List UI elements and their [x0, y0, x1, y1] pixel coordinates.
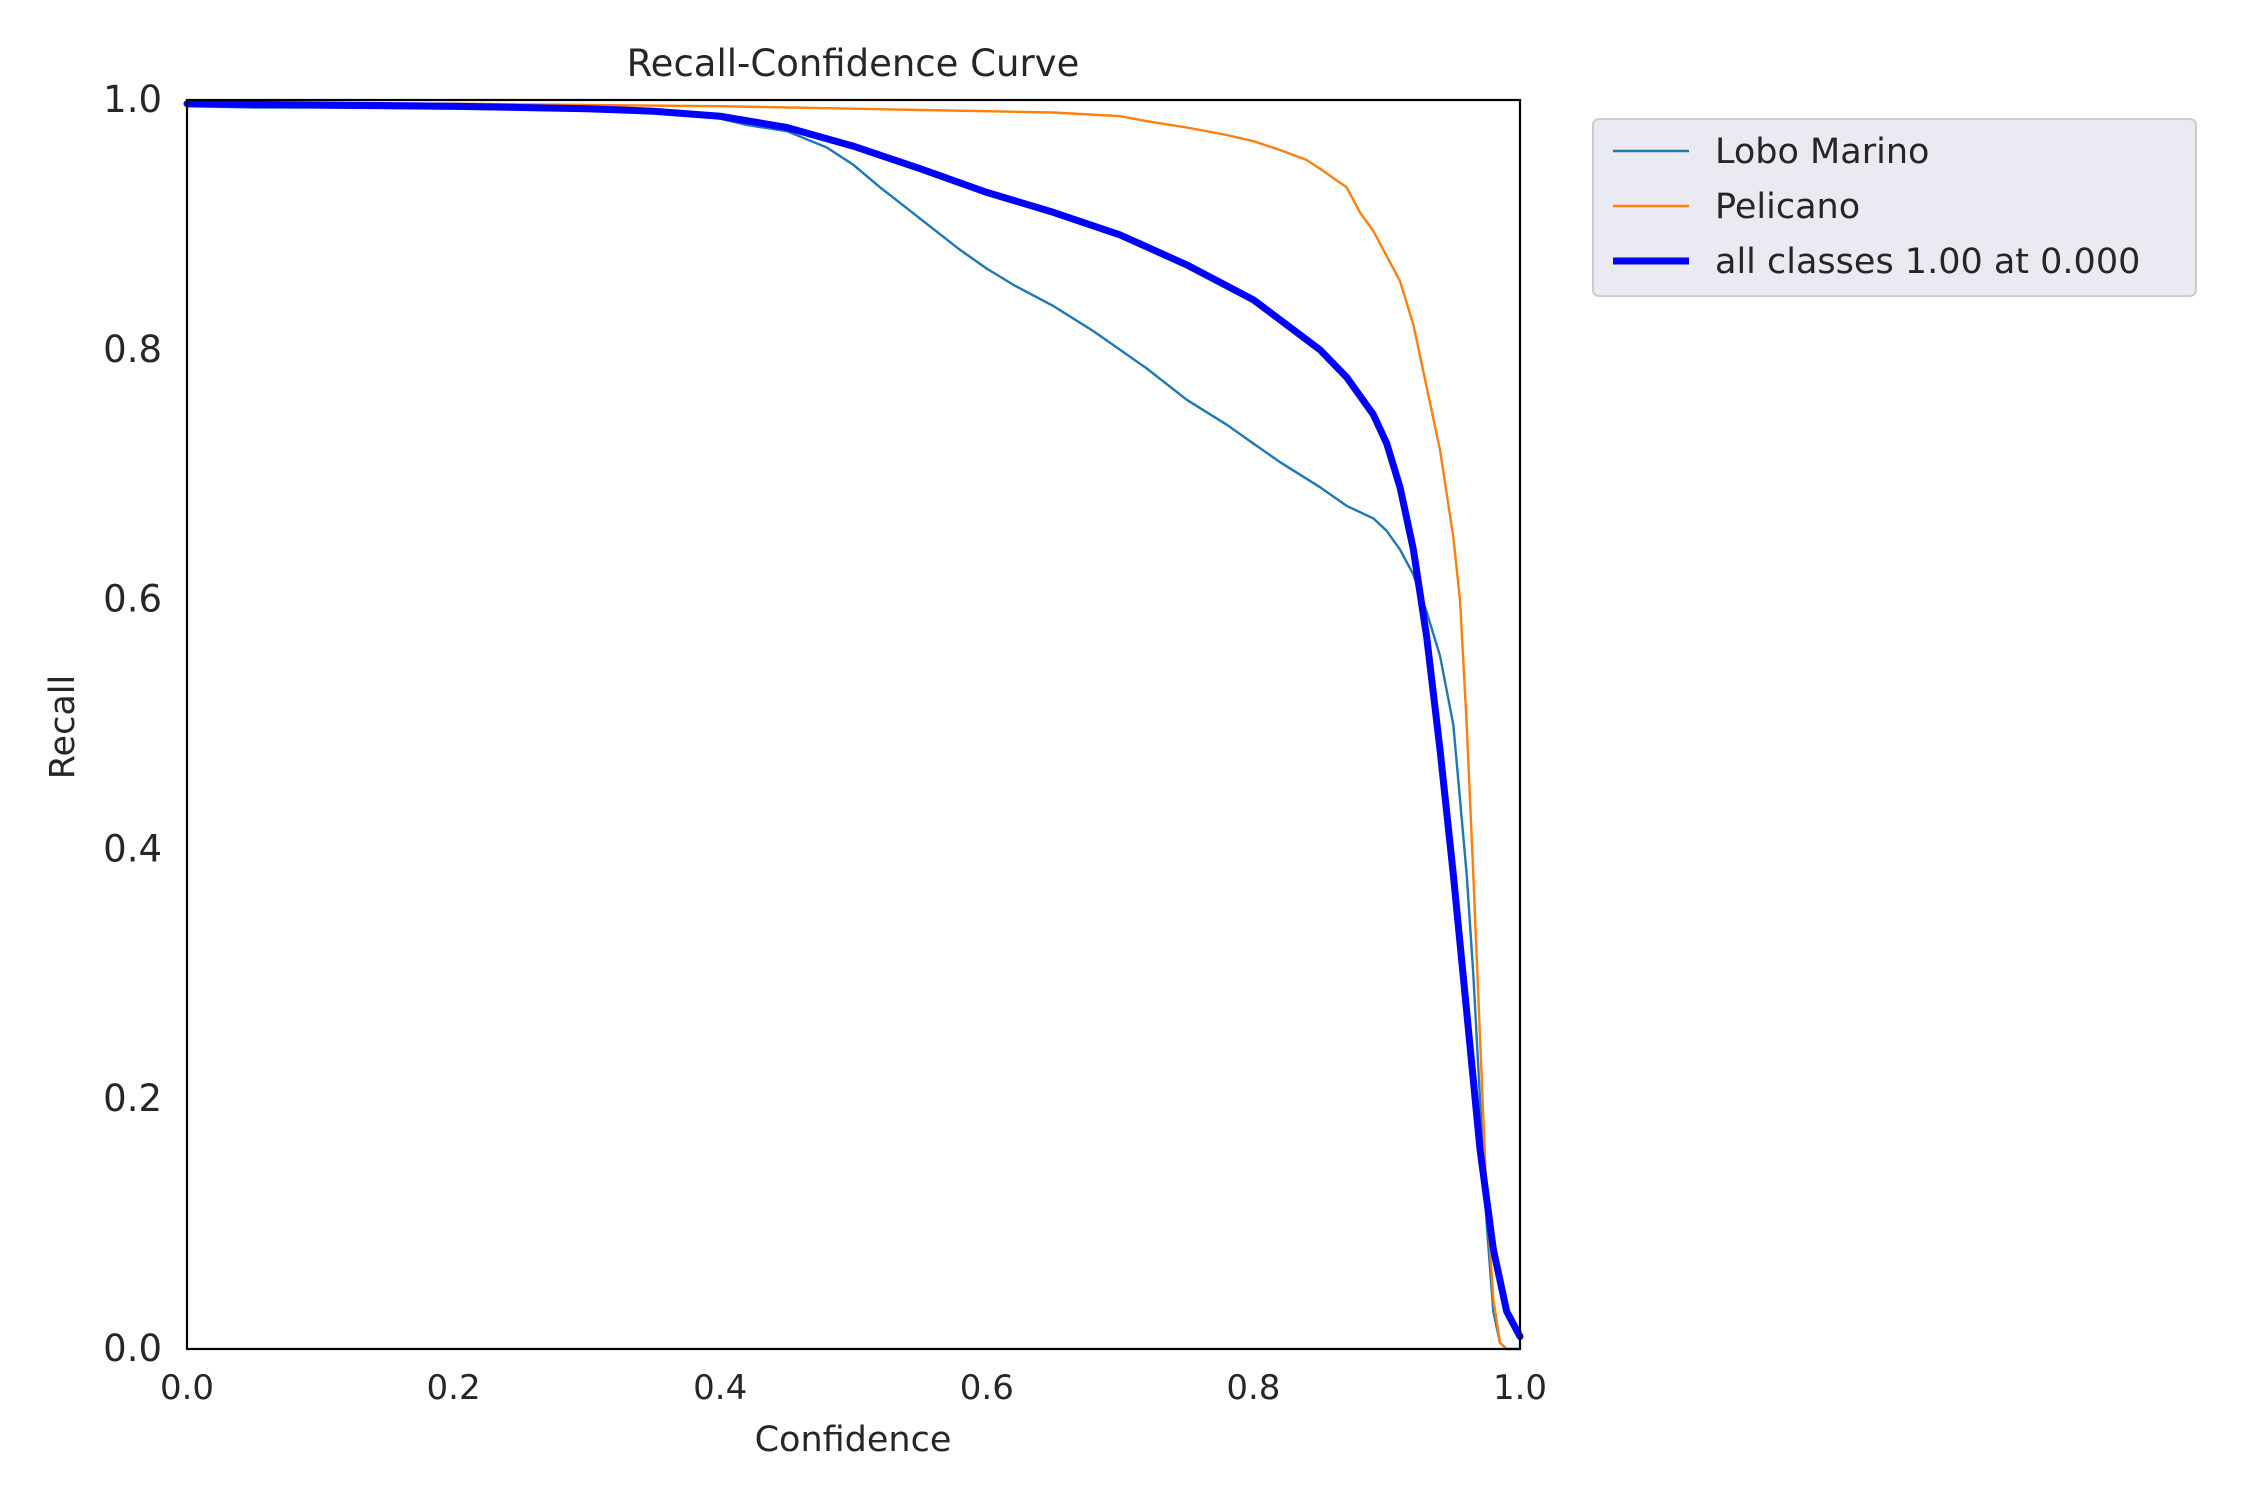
y-axis-label: Recall — [43, 675, 83, 779]
y-tick-label: 0.4 — [103, 827, 162, 870]
legend-label-0: Lobo Marino — [1715, 132, 1929, 172]
x-tick-label: 1.0 — [1493, 1368, 1547, 1408]
series-layer — [183, 100, 1524, 1351]
y-tick-label: 0.0 — [103, 1327, 162, 1370]
chart-title: Recall-Confidence Curve — [627, 42, 1080, 85]
x-axis-ticks: 0.0 0.2 0.4 0.6 0.8 1.0 — [160, 1368, 1547, 1408]
y-tick-label: 0.6 — [103, 578, 162, 621]
legend-box — [1592, 118, 2197, 297]
y-axis-ticks: 0.0 0.2 0.4 0.6 0.8 1.0 — [103, 78, 162, 1370]
x-tick-label: 0.6 — [960, 1368, 1014, 1408]
legend-entries: Lobo Marino Pelicano all classes 1.00 at 0… — [1613, 132, 2140, 282]
x-tick-label: 0.2 — [427, 1368, 481, 1408]
x-tick-label: 0.4 — [693, 1368, 747, 1408]
plot-area — [187, 100, 1520, 1349]
series-line-1 — [185, 101, 1508, 1351]
plot-background — [187, 100, 1520, 1349]
legend-label-2: all classes 1.00 at 0.000 — [1715, 242, 2140, 282]
y-tick-label: 1.0 — [103, 78, 162, 121]
x-tick-label: 0.0 — [160, 1368, 214, 1408]
series-line-2 — [183, 100, 1524, 1340]
x-axis-label: Confidence — [755, 1420, 952, 1460]
legend-label-1: Pelicano — [1715, 187, 1860, 227]
legend: Lobo Marino Pelicano all classes 1.00 at 0… — [1592, 118, 2197, 297]
y-tick-label: 0.8 — [103, 328, 162, 371]
plot-frame — [185, 98, 1522, 1351]
x-tick-label: 0.8 — [1226, 1368, 1280, 1408]
y-tick-label: 0.2 — [103, 1077, 162, 1120]
